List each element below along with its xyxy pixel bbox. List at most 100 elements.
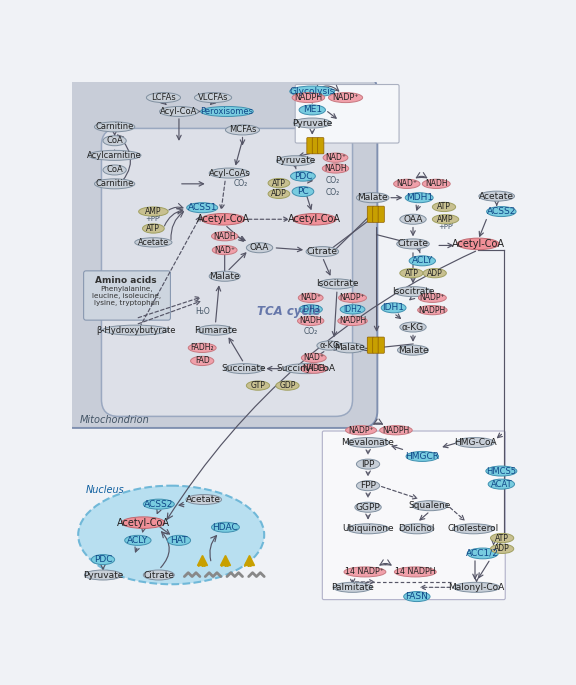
Text: Amino acids: Amino acids	[96, 276, 157, 286]
Text: Ac: Ac	[198, 562, 207, 568]
Text: LCFAs: LCFAs	[151, 93, 176, 102]
FancyBboxPatch shape	[373, 337, 379, 353]
Text: Phenylalanine,
leucine, isoleucine,
lysine, tryptophan: Phenylalanine, leucine, isoleucine, lysi…	[92, 286, 161, 306]
Ellipse shape	[298, 293, 323, 302]
Ellipse shape	[142, 224, 164, 233]
Ellipse shape	[292, 92, 325, 103]
Text: ACSS1: ACSS1	[187, 203, 217, 212]
Ellipse shape	[319, 279, 355, 289]
Text: NADH: NADH	[324, 164, 347, 173]
Ellipse shape	[209, 168, 249, 178]
Ellipse shape	[393, 179, 420, 188]
Ellipse shape	[299, 305, 323, 314]
Ellipse shape	[195, 92, 232, 103]
Text: NAD⁺: NAD⁺	[396, 179, 417, 188]
Text: Glycolysis: Glycolysis	[290, 87, 335, 96]
Text: NADH: NADH	[302, 364, 325, 373]
Text: Dolichol: Dolichol	[399, 524, 435, 534]
Text: Isocitrate: Isocitrate	[392, 287, 434, 296]
Text: FPP: FPP	[360, 481, 376, 490]
Ellipse shape	[103, 325, 169, 335]
FancyBboxPatch shape	[373, 206, 379, 223]
Text: ME1: ME1	[302, 105, 322, 114]
Text: HAT: HAT	[170, 536, 188, 545]
Ellipse shape	[456, 438, 494, 447]
Ellipse shape	[412, 501, 448, 511]
Ellipse shape	[146, 92, 180, 103]
Text: GTP: GTP	[251, 381, 266, 390]
FancyBboxPatch shape	[101, 128, 353, 416]
Text: GDP: GDP	[279, 381, 295, 390]
Text: Squalene: Squalene	[409, 501, 451, 510]
Ellipse shape	[491, 534, 514, 543]
Ellipse shape	[395, 567, 436, 577]
Ellipse shape	[347, 438, 389, 447]
Ellipse shape	[400, 269, 423, 278]
Text: Mevalonate: Mevalonate	[342, 438, 395, 447]
Ellipse shape	[88, 150, 141, 160]
Ellipse shape	[103, 165, 126, 175]
Text: ATP: ATP	[404, 269, 418, 277]
Text: CoA: CoA	[106, 136, 123, 145]
Ellipse shape	[225, 125, 260, 135]
Ellipse shape	[323, 153, 348, 162]
Ellipse shape	[457, 238, 499, 249]
Ellipse shape	[453, 582, 500, 593]
Text: Succinyl-CoA: Succinyl-CoA	[276, 364, 336, 373]
Text: ADP: ADP	[494, 545, 510, 553]
Ellipse shape	[453, 524, 494, 534]
Text: Acetyl-CoA: Acetyl-CoA	[288, 214, 341, 224]
Ellipse shape	[276, 155, 314, 166]
Ellipse shape	[406, 192, 433, 203]
Ellipse shape	[404, 592, 430, 601]
Ellipse shape	[143, 499, 175, 509]
Text: ATP: ATP	[437, 203, 451, 212]
Ellipse shape	[92, 555, 115, 564]
Text: NAD⁺: NAD⁺	[325, 153, 346, 162]
Text: Malate: Malate	[397, 346, 429, 355]
FancyBboxPatch shape	[323, 431, 505, 599]
Ellipse shape	[211, 522, 240, 532]
FancyBboxPatch shape	[318, 138, 324, 154]
Ellipse shape	[202, 214, 245, 225]
Ellipse shape	[323, 164, 348, 173]
Ellipse shape	[433, 214, 458, 224]
Text: HMG-CoA: HMG-CoA	[454, 438, 497, 447]
FancyBboxPatch shape	[367, 337, 373, 353]
Ellipse shape	[186, 495, 222, 505]
Text: Pyruvate: Pyruvate	[275, 156, 316, 165]
Text: OAA: OAA	[250, 243, 269, 252]
Text: 14 NADPH: 14 NADPH	[395, 567, 435, 576]
Text: ATP: ATP	[495, 534, 509, 543]
Ellipse shape	[334, 343, 365, 353]
Text: GGPP: GGPP	[355, 503, 380, 512]
Text: Succinate: Succinate	[222, 364, 266, 373]
Text: +PPᴵ: +PPᴵ	[438, 224, 453, 230]
Ellipse shape	[487, 207, 516, 216]
Ellipse shape	[187, 203, 218, 213]
Text: HDAC: HDAC	[213, 523, 238, 532]
Ellipse shape	[103, 136, 126, 146]
Text: NADP⁺: NADP⁺	[332, 93, 359, 102]
Ellipse shape	[293, 214, 336, 225]
Text: Citrate: Citrate	[143, 571, 175, 580]
Text: AMP: AMP	[437, 215, 454, 224]
Text: Carnitine: Carnitine	[96, 123, 134, 132]
Ellipse shape	[298, 316, 324, 325]
Text: Malonyl-CoA: Malonyl-CoA	[449, 583, 505, 592]
Text: NADPH: NADPH	[382, 426, 410, 435]
Text: Peroxisomes: Peroxisomes	[200, 107, 253, 116]
Ellipse shape	[225, 364, 263, 373]
Ellipse shape	[276, 381, 299, 390]
Text: PDC: PDC	[294, 172, 312, 181]
Ellipse shape	[397, 345, 429, 355]
Ellipse shape	[357, 481, 380, 490]
Text: Citrate: Citrate	[307, 247, 338, 256]
Ellipse shape	[200, 106, 253, 116]
Ellipse shape	[290, 171, 315, 181]
Ellipse shape	[209, 271, 240, 282]
Ellipse shape	[346, 425, 377, 435]
Text: MCFAs: MCFAs	[229, 125, 256, 134]
Text: Acetate: Acetate	[479, 192, 514, 201]
Ellipse shape	[85, 570, 122, 580]
